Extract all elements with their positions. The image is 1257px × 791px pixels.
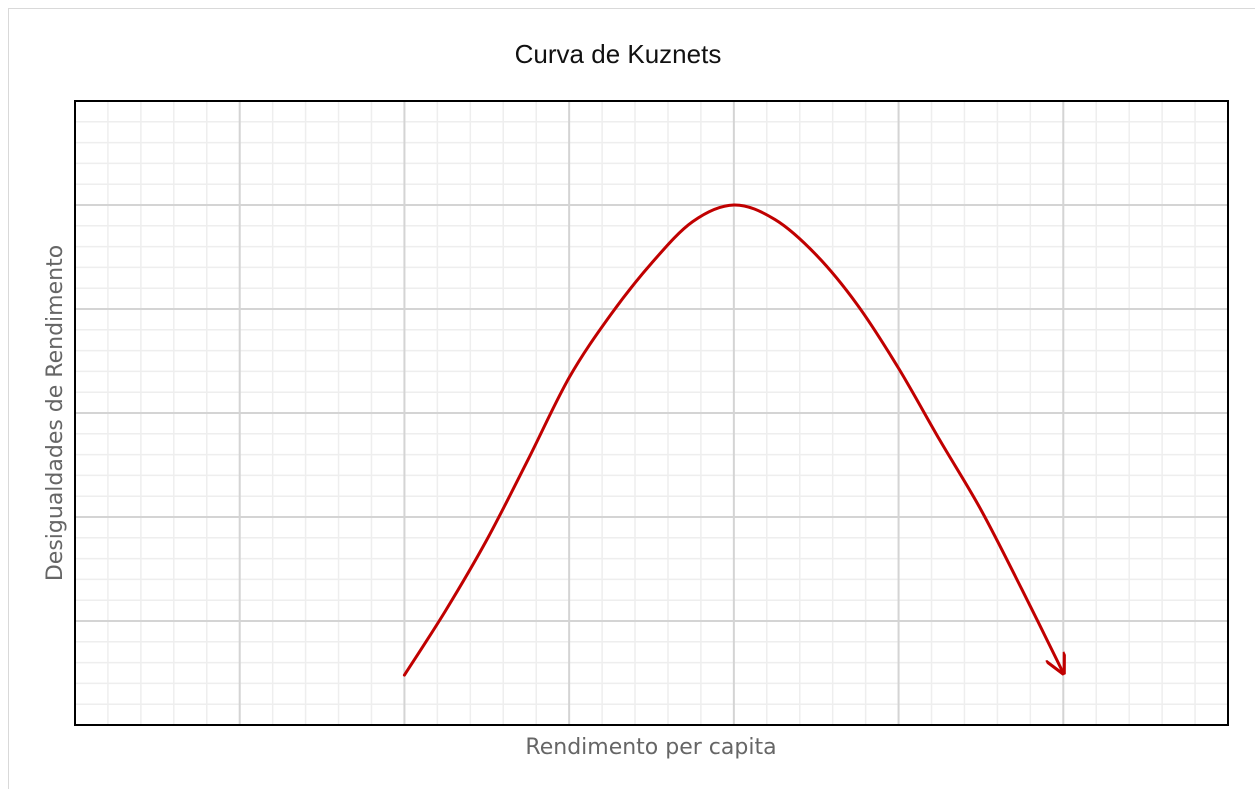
frame	[8, 8, 1255, 789]
chart-title: Curva de Kuznets	[515, 39, 722, 69]
x-axis-label: Rendimento per capita	[525, 735, 776, 760]
y-axis-label: Desigualdades de Rendimento	[43, 245, 68, 581]
plot-frame	[74, 100, 1229, 726]
grid	[75, 101, 1228, 725]
kuznets-curve	[402, 203, 1063, 675]
